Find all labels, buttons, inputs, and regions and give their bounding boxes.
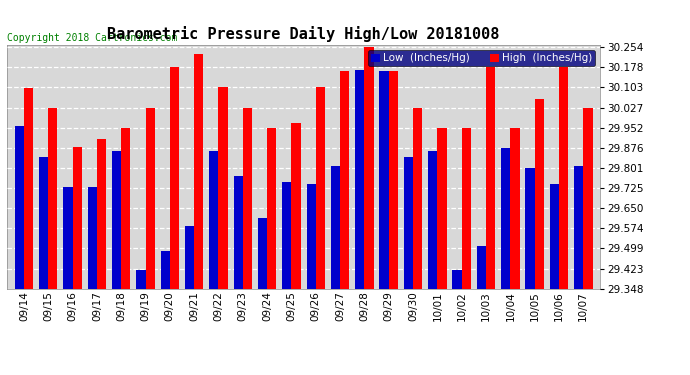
Bar xyxy=(267,128,277,289)
Bar xyxy=(340,71,349,289)
Bar xyxy=(282,182,291,289)
Bar xyxy=(39,157,48,289)
Bar xyxy=(380,71,388,289)
Legend: Low  (Inches/Hg), High  (Inches/Hg): Low (Inches/Hg), High (Inches/Hg) xyxy=(368,50,595,66)
Bar xyxy=(219,87,228,289)
Bar xyxy=(243,108,252,289)
Bar xyxy=(185,226,194,289)
Bar xyxy=(574,165,583,289)
Bar xyxy=(170,68,179,289)
Bar xyxy=(525,168,535,289)
Bar xyxy=(137,270,146,289)
Bar xyxy=(428,151,437,289)
Bar xyxy=(486,68,495,289)
Bar xyxy=(72,147,82,289)
Bar xyxy=(48,108,57,289)
Bar xyxy=(97,139,106,289)
Bar xyxy=(501,148,511,289)
Bar xyxy=(355,70,364,289)
Bar xyxy=(194,54,204,289)
Bar xyxy=(291,123,301,289)
Bar xyxy=(233,176,243,289)
Bar xyxy=(146,108,155,289)
Bar xyxy=(413,108,422,289)
Text: Copyright 2018 Cartronics.com: Copyright 2018 Cartronics.com xyxy=(7,33,177,43)
Bar xyxy=(583,108,593,289)
Bar xyxy=(209,152,219,289)
Bar xyxy=(161,251,170,289)
Bar xyxy=(511,128,520,289)
Bar xyxy=(121,128,130,289)
Bar xyxy=(63,187,72,289)
Bar xyxy=(306,184,316,289)
Title: Barometric Pressure Daily High/Low 20181008: Barometric Pressure Daily High/Low 20181… xyxy=(108,27,500,42)
Bar xyxy=(388,71,398,289)
Bar xyxy=(550,184,559,289)
Bar xyxy=(258,218,267,289)
Bar xyxy=(453,270,462,289)
Bar xyxy=(477,246,486,289)
Bar xyxy=(24,88,33,289)
Bar xyxy=(316,87,325,289)
Bar xyxy=(112,152,121,289)
Bar xyxy=(559,68,568,289)
Bar xyxy=(14,126,24,289)
Bar xyxy=(88,187,97,289)
Bar xyxy=(437,128,446,289)
Bar xyxy=(535,99,544,289)
Bar xyxy=(404,157,413,289)
Bar xyxy=(364,47,374,289)
Bar xyxy=(331,166,340,289)
Bar xyxy=(462,128,471,289)
